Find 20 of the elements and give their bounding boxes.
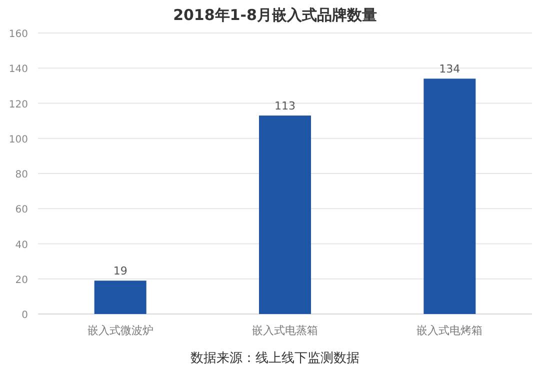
y-tick-label: 140 — [8, 64, 28, 76]
y-tick-label: 120 — [8, 99, 28, 110]
y-tick-label: 40 — [15, 240, 28, 251]
y-tick-label: 160 — [8, 29, 28, 40]
y-tick-label: 80 — [15, 170, 28, 180]
y-tick-label: 0 — [22, 310, 28, 321]
y-tick-label: 60 — [15, 204, 28, 216]
bar — [424, 78, 476, 314]
y-tick-label: 100 — [8, 134, 28, 146]
data-label: 134 — [439, 62, 460, 76]
source-note: 数据来源：线上线下监测数据 — [190, 351, 360, 366]
x-tick-label: 嵌入式微波炉 — [87, 324, 154, 337]
y-tick-label: 20 — [15, 274, 28, 286]
chart-title: 2018年1-8月嵌入式品牌数量 — [173, 6, 377, 24]
data-label: 113 — [274, 100, 296, 113]
x-tick-label: 嵌入式电烤箱 — [416, 324, 483, 337]
bar — [94, 280, 146, 314]
data-label: 19 — [113, 264, 128, 278]
bar — [259, 116, 311, 314]
x-tick-label: 嵌入式电蒸箱 — [252, 324, 318, 337]
